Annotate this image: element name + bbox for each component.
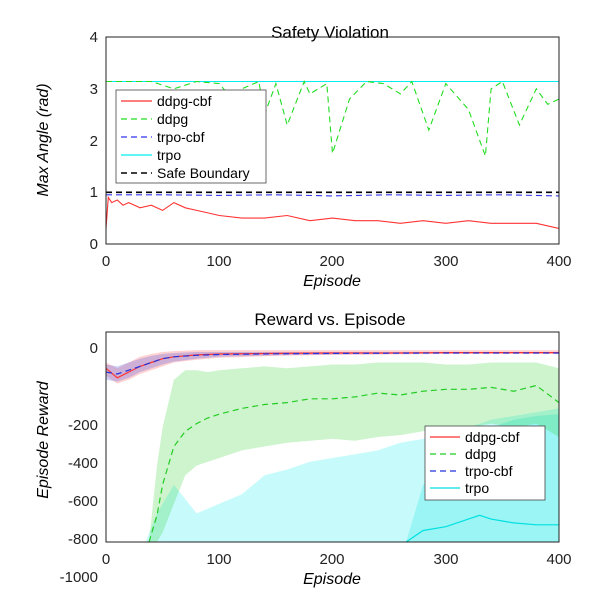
chart1-x-ticks: 0 100 200 300 400 <box>102 253 572 270</box>
chart2-y-ticks: 0 -200 -400 -600 -800 -1000 <box>60 340 98 586</box>
chart2-axes-box <box>105 331 560 543</box>
chart1-series-ddpg-cbf <box>106 195 559 230</box>
chart1-legend-label: trpo-cbf <box>157 129 205 145</box>
chart2-series-trpo-cbf <box>106 352 559 375</box>
chart1-legend-label: ddpg <box>157 111 188 127</box>
chart2-legend: ddpg-cbf ddpg trpo-cbf trpo <box>424 425 546 501</box>
chart2-ytick: -600 <box>68 493 98 510</box>
chart2-legend-label: trpo <box>465 480 489 496</box>
chart2-band-ddpg <box>149 362 559 542</box>
chart1-ytick: 3 <box>90 81 98 98</box>
chart2-ylabel: Episode Reward <box>35 380 52 499</box>
chart1-legend-label: ddpg-cbf <box>157 93 212 109</box>
chart1-legend: ddpg-cbf ddpg trpo-cbf trpo Safe Boundar… <box>115 89 267 184</box>
chart1-ytick: 4 <box>90 29 98 46</box>
chart1-xtick: 100 <box>206 253 231 270</box>
chart2-xtick: 0 <box>102 551 110 568</box>
chart1-series-trpo-cbf <box>106 194 559 197</box>
chart2-ytick: -1000 <box>60 569 98 586</box>
chart2-xtick: 100 <box>206 551 231 568</box>
chart2-xtick: 400 <box>546 551 571 568</box>
chart2-ytick: 0 <box>90 340 98 357</box>
chart1-title: Safety Violation <box>271 23 389 42</box>
chart2-legend-label: trpo-cbf <box>465 463 513 479</box>
chart1-xtick: 0 <box>102 253 110 270</box>
chart1-xtick: 200 <box>319 253 344 270</box>
chart1-y-ticks: 0 1 2 3 4 <box>90 29 98 253</box>
chart1-xlabel: Episode <box>303 273 361 290</box>
chart2-legend-label: ddpg-cbf <box>465 429 520 445</box>
chart1-ytick: 1 <box>90 184 98 201</box>
chart2-x-ticks: 0 100 200 300 400 <box>102 551 572 568</box>
chart2-title: Reward vs. Episode <box>254 310 405 329</box>
chart1-ylabel: Max Angle (rad) <box>35 83 52 196</box>
chart2-xtick: 300 <box>433 551 458 568</box>
chart2-ytick: -400 <box>68 455 98 472</box>
chart2-series-ddpg <box>148 384 559 542</box>
chart1-legend-label: Safe Boundary <box>157 165 250 181</box>
chart1-ytick: 2 <box>90 133 98 150</box>
chart2-ytick: -800 <box>68 531 98 548</box>
chart1-legend-label: trpo <box>157 147 181 163</box>
chart2-ytick: -200 <box>68 417 98 434</box>
chart1-series-ddpg <box>106 80 559 157</box>
chart2-legend-label: ddpg <box>465 446 496 462</box>
chart1-xtick: 400 <box>546 253 571 270</box>
chart-reward-vs-episode: Reward vs. Episode 0 100 200 300 400 0 -… <box>35 310 572 588</box>
chart2-series-trpo <box>405 514 559 542</box>
chart2-xlabel: Episode <box>303 571 361 588</box>
chart2-xtick: 200 <box>319 551 344 568</box>
chart1-xtick: 300 <box>433 253 458 270</box>
chart-safety-violation: Safety Violation 0 100 200 300 400 0 1 2… <box>35 23 572 290</box>
chart1-axes-box <box>105 36 560 245</box>
chart1-plot-area <box>106 80 559 230</box>
chart1-ytick: 0 <box>90 236 98 253</box>
